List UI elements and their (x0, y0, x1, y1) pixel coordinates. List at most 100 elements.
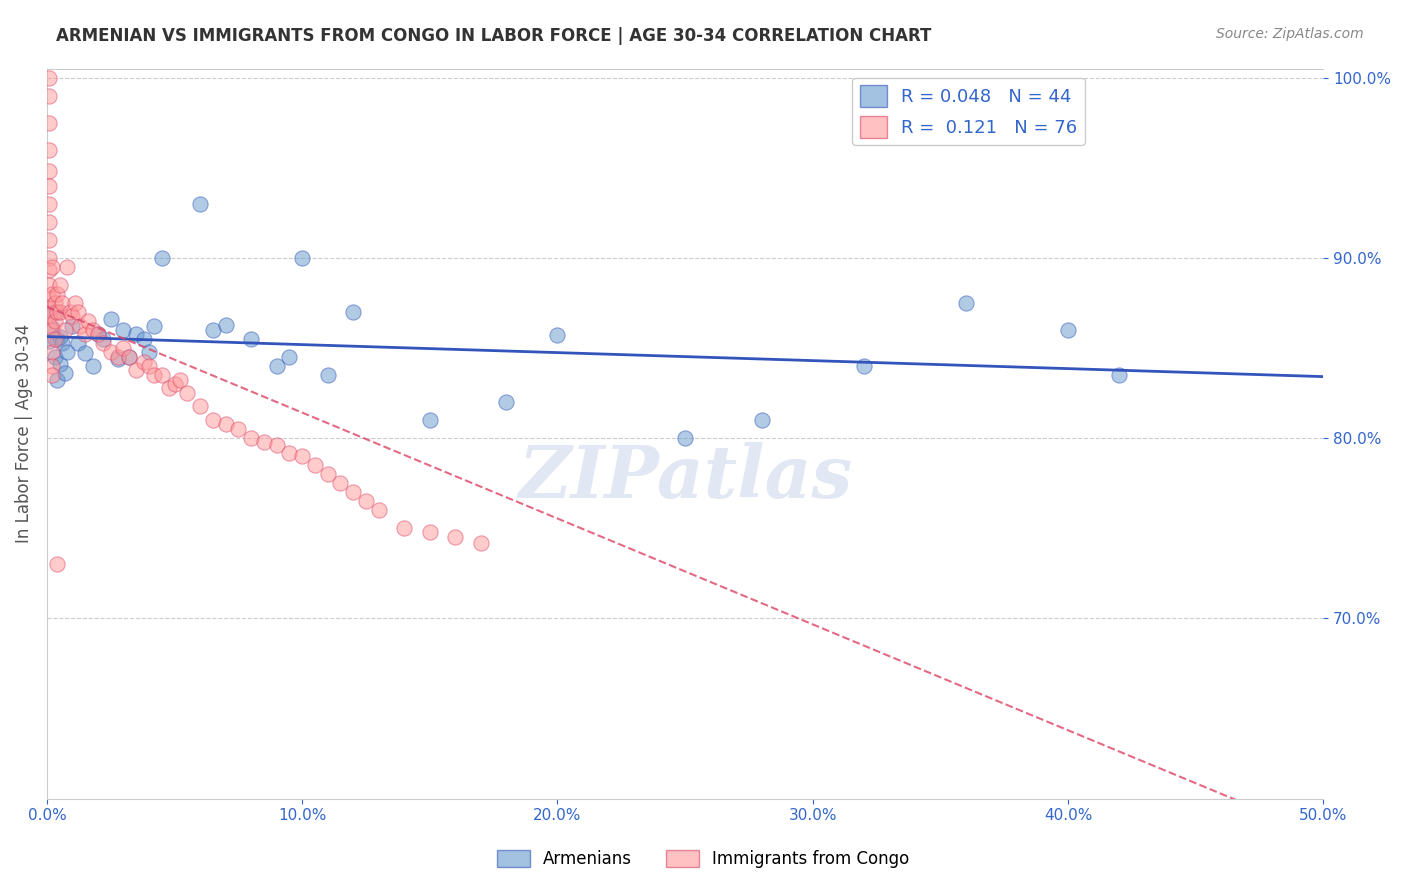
Point (38, 196, 60, 211)
Point (91, 335, 114, 350)
Point (201, 323, 224, 337)
Point (38, 318, 60, 332)
Point (41, 359, 63, 373)
Point (1057, 323, 1080, 337)
Point (138, 359, 160, 373)
Point (56, 344, 79, 359)
Point (69, 319, 91, 334)
Point (112, 323, 135, 337)
Point (63, 296, 86, 310)
Point (41, 368, 63, 382)
Point (87, 326, 110, 341)
Point (38, 143, 60, 157)
Point (38, 291, 60, 305)
Point (100, 344, 122, 359)
Point (278, 445, 301, 459)
Point (163, 377, 186, 392)
Point (132, 355, 155, 369)
Legend: R = 0.048   N = 44, R =  0.121   N = 76: R = 0.048 N = 44, R = 0.121 N = 76 (852, 78, 1084, 145)
Point (48, 305, 70, 319)
Point (253, 434, 276, 449)
Point (38, 277, 60, 292)
Point (38, 334, 60, 348)
Point (76, 314, 98, 328)
Point (75, 326, 97, 341)
Point (91, 332, 114, 346)
Point (38, 251, 60, 265)
Point (48, 330, 70, 344)
Point (38, 309, 60, 323)
Point (125, 326, 148, 341)
Point (100, 312, 122, 326)
Point (342, 305, 364, 319)
Point (169, 374, 191, 388)
Point (240, 332, 263, 346)
Point (214, 417, 236, 431)
Point (157, 381, 180, 395)
Point (214, 318, 236, 332)
Point (46, 558, 69, 572)
Point (48, 357, 70, 371)
Point (51, 296, 73, 310)
Point (329, 476, 352, 491)
Point (278, 350, 301, 364)
Point (304, 458, 326, 473)
Point (38, 263, 60, 277)
Point (354, 494, 377, 508)
Point (56, 260, 79, 274)
Point (41, 260, 63, 274)
Point (38, 301, 60, 316)
Point (44, 332, 66, 346)
Y-axis label: In Labor Force | Age 30-34: In Labor Force | Age 30-34 (15, 324, 32, 543)
Point (51, 335, 73, 350)
Point (470, 535, 492, 549)
Text: Source: ZipAtlas.com: Source: ZipAtlas.com (1216, 27, 1364, 41)
Point (188, 399, 211, 413)
Point (228, 422, 250, 436)
Point (176, 386, 198, 401)
Point (143, 368, 166, 382)
Point (291, 449, 314, 463)
Point (107, 351, 129, 366)
Point (41, 323, 63, 337)
Point (44, 305, 66, 319)
Point (138, 344, 160, 359)
Point (266, 438, 288, 452)
Point (394, 521, 416, 535)
Point (38, 233, 60, 247)
Point (955, 296, 977, 310)
Point (46, 305, 69, 319)
Point (1108, 368, 1130, 382)
Point (201, 413, 224, 427)
Point (673, 431, 696, 445)
Point (125, 362, 148, 376)
Point (291, 251, 314, 265)
Point (41, 344, 63, 359)
Point (46, 286, 69, 301)
Point (751, 413, 773, 427)
Point (66, 335, 89, 350)
Point (546, 328, 568, 343)
Point (132, 332, 155, 346)
Point (495, 395, 517, 409)
Point (44, 350, 66, 364)
Point (38, 178, 60, 193)
Point (107, 350, 129, 364)
Point (419, 524, 441, 539)
Point (75, 346, 97, 360)
Point (150, 368, 173, 382)
Point (62, 319, 84, 334)
Point (38, 70, 60, 85)
Point (444, 530, 467, 544)
Point (41, 286, 63, 301)
Legend: Armenians, Immigrants from Congo: Armenians, Immigrants from Congo (489, 843, 917, 875)
Point (87, 326, 110, 341)
Point (46, 332, 69, 346)
Point (59, 305, 82, 319)
Point (342, 485, 364, 500)
Point (38, 115, 60, 129)
Point (44, 314, 66, 328)
Point (188, 196, 211, 211)
Point (82, 323, 104, 337)
Point (62, 309, 84, 323)
